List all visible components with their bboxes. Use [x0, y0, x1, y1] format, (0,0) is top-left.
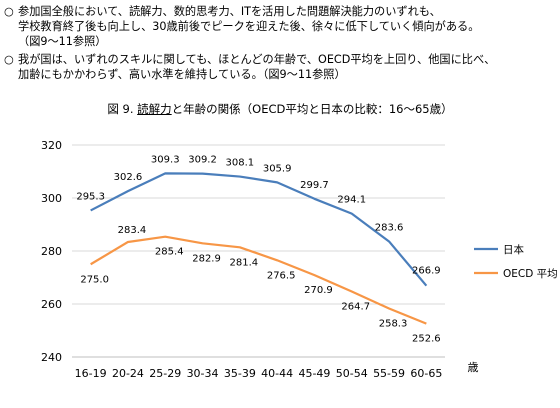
- x-tick-label: 25-29: [149, 367, 181, 380]
- x-tick-label: 30-34: [187, 367, 219, 380]
- bullet-line: （図9～11参照）: [18, 35, 107, 48]
- data-label: 275.0: [80, 274, 109, 285]
- y-tick-label: 280: [41, 245, 62, 258]
- bullet-text: 参加国全般において、読解力、数的思考力、ITを活用した問題解決能力のいずれも、 …: [18, 4, 556, 49]
- x-unit-label: 歳: [468, 361, 479, 374]
- data-label: 295.3: [76, 191, 105, 202]
- bullet-mark: ○: [4, 53, 14, 66]
- bullet-line: 加齢にもかかわらず、高い水準を維持している。（図9～11参照）: [18, 68, 346, 81]
- data-label: 308.1: [226, 158, 255, 169]
- y-tick-label: 260: [41, 298, 62, 311]
- data-label: 309.3: [151, 154, 180, 165]
- data-label: 305.9: [263, 163, 292, 174]
- data-label: 270.9: [304, 285, 333, 296]
- bullet-line: 学校教育終了後も向上し、30歳前後でピークを迎えた後、徐々に低下していく傾向があ…: [18, 20, 480, 33]
- figure-title-underlined: 読解力: [137, 102, 172, 116]
- figure-title-rest: と年齢の関係（OECD平均と日本の比較：16～65歳）: [171, 102, 453, 116]
- data-label: 282.9: [192, 253, 221, 264]
- data-label: 252.6: [412, 334, 441, 345]
- x-tick-label: 35-39: [224, 367, 256, 380]
- bullet-line: 参加国全般において、読解力、数的思考力、ITを活用した問題解決能力のいずれも、: [18, 5, 441, 18]
- data-label: 283.4: [118, 225, 147, 236]
- x-tick-label: 40-44: [261, 367, 293, 380]
- y-tick-label: 320: [41, 139, 62, 152]
- data-label: 264.7: [341, 302, 370, 313]
- data-label: 285.4: [155, 247, 184, 258]
- x-tick-label: 50-54: [336, 367, 368, 380]
- x-tick-label: 20-24: [112, 367, 144, 380]
- data-label: 302.6: [114, 172, 143, 183]
- bullet-line: 我が国は、いずれのスキルに関しても、ほとんどの年齢で、OECD平均を上回り、他国…: [18, 53, 496, 66]
- data-label: 276.5: [267, 270, 296, 281]
- x-tick-label: 55-59: [373, 367, 405, 380]
- x-tick-label: 16-19: [75, 367, 107, 380]
- line-chart: 240 260 280 300 320 16-19 20-24 25-29 30-34 35-39…: [41, 139, 558, 380]
- bullet-item: ○ 我が国は、いずれのスキルに関しても、ほとんどの年齢で、OECD平均を上回り、…: [4, 52, 556, 82]
- legend-label: OECD 平均: [503, 268, 558, 280]
- data-label: 281.4: [230, 257, 259, 268]
- data-label: 299.7: [300, 180, 329, 191]
- bullet-item: ○ 参加国全般において、読解力、数的思考力、ITを活用した問題解決能力のいずれも…: [4, 4, 556, 49]
- data-label: 309.2: [188, 155, 217, 166]
- y-tick-label: 300: [41, 192, 62, 205]
- legend-label: 日本: [503, 243, 524, 256]
- bullet-mark: ○: [4, 5, 14, 18]
- series-line: [90, 172, 428, 287]
- data-label: 266.9: [412, 266, 441, 277]
- series-line: [90, 235, 427, 325]
- x-tick-label: 60-65: [410, 367, 442, 380]
- y-tick-label: 240: [41, 351, 62, 364]
- summary-bullets: ○ 参加国全般において、読解力、数的思考力、ITを活用した問題解決能力のいずれも…: [4, 4, 556, 85]
- x-tick-label: 45-49: [298, 367, 330, 380]
- figure-number: 図 9.: [107, 102, 134, 116]
- data-label: 283.6: [375, 222, 404, 233]
- bullet-text: 我が国は、いずれのスキルに関しても、ほとんどの年齢で、OECD平均を上回り、他国…: [18, 52, 556, 82]
- data-label: 294.1: [337, 195, 366, 206]
- data-label: 258.3: [379, 319, 408, 330]
- figure-title: 図 9. 読解力と年齢の関係（OECD平均と日本の比較：16～65歳）: [0, 101, 560, 117]
